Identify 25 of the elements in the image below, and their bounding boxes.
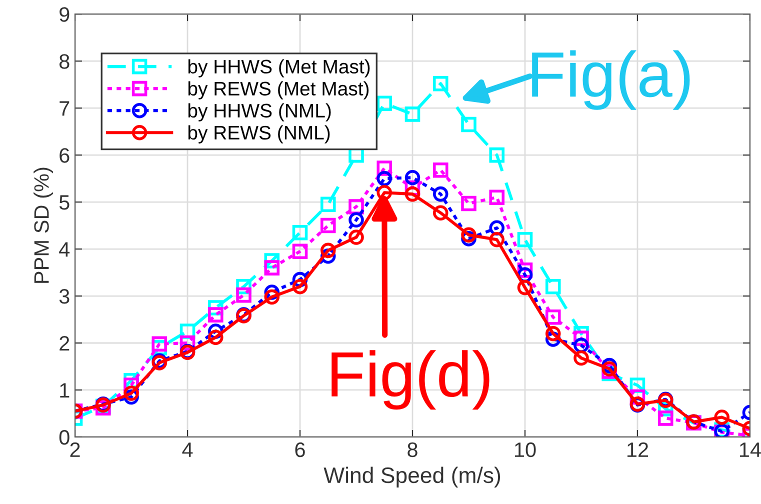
legend-label: by HHWS (NML) — [188, 103, 331, 122]
y-tick-label: 9 — [60, 7, 70, 22]
y-tick-label: 2 — [60, 336, 70, 351]
x-tick-label: 6 — [295, 442, 305, 458]
x-tick-label: 14 — [740, 442, 761, 457]
y-tick-label: 8 — [59, 54, 70, 69]
y-tick-label: 4 — [59, 242, 70, 257]
x-tick-label: 8 — [408, 442, 418, 458]
legend-label: by HHWS (Met Mast) — [188, 59, 370, 78]
y-tick-label: 3 — [59, 289, 70, 304]
legend-label: by REWS (NML) — [188, 125, 330, 144]
x-tick-label: 12 — [627, 442, 648, 457]
y-tick-label: 6 — [60, 148, 70, 163]
y-tick-label: 5 — [59, 195, 70, 210]
y-axis-title: PPM SD (%) — [34, 168, 54, 283]
annotation: Fig(a) — [532, 50, 690, 110]
x-tick-label: 10 — [514, 442, 536, 458]
x-axis-title: Wind Speed (m/s) — [324, 466, 500, 488]
y-tick-label: 1 — [60, 383, 70, 398]
x-tick-label: 4 — [182, 442, 193, 457]
y-tick-label: 0 — [59, 430, 70, 445]
annotation: Fig(d) — [332, 350, 490, 410]
y-tick-label: 7 — [60, 101, 70, 116]
legend-label: by REWS (Met Mast) — [188, 81, 369, 100]
x-tick-label: 2 — [70, 442, 80, 457]
